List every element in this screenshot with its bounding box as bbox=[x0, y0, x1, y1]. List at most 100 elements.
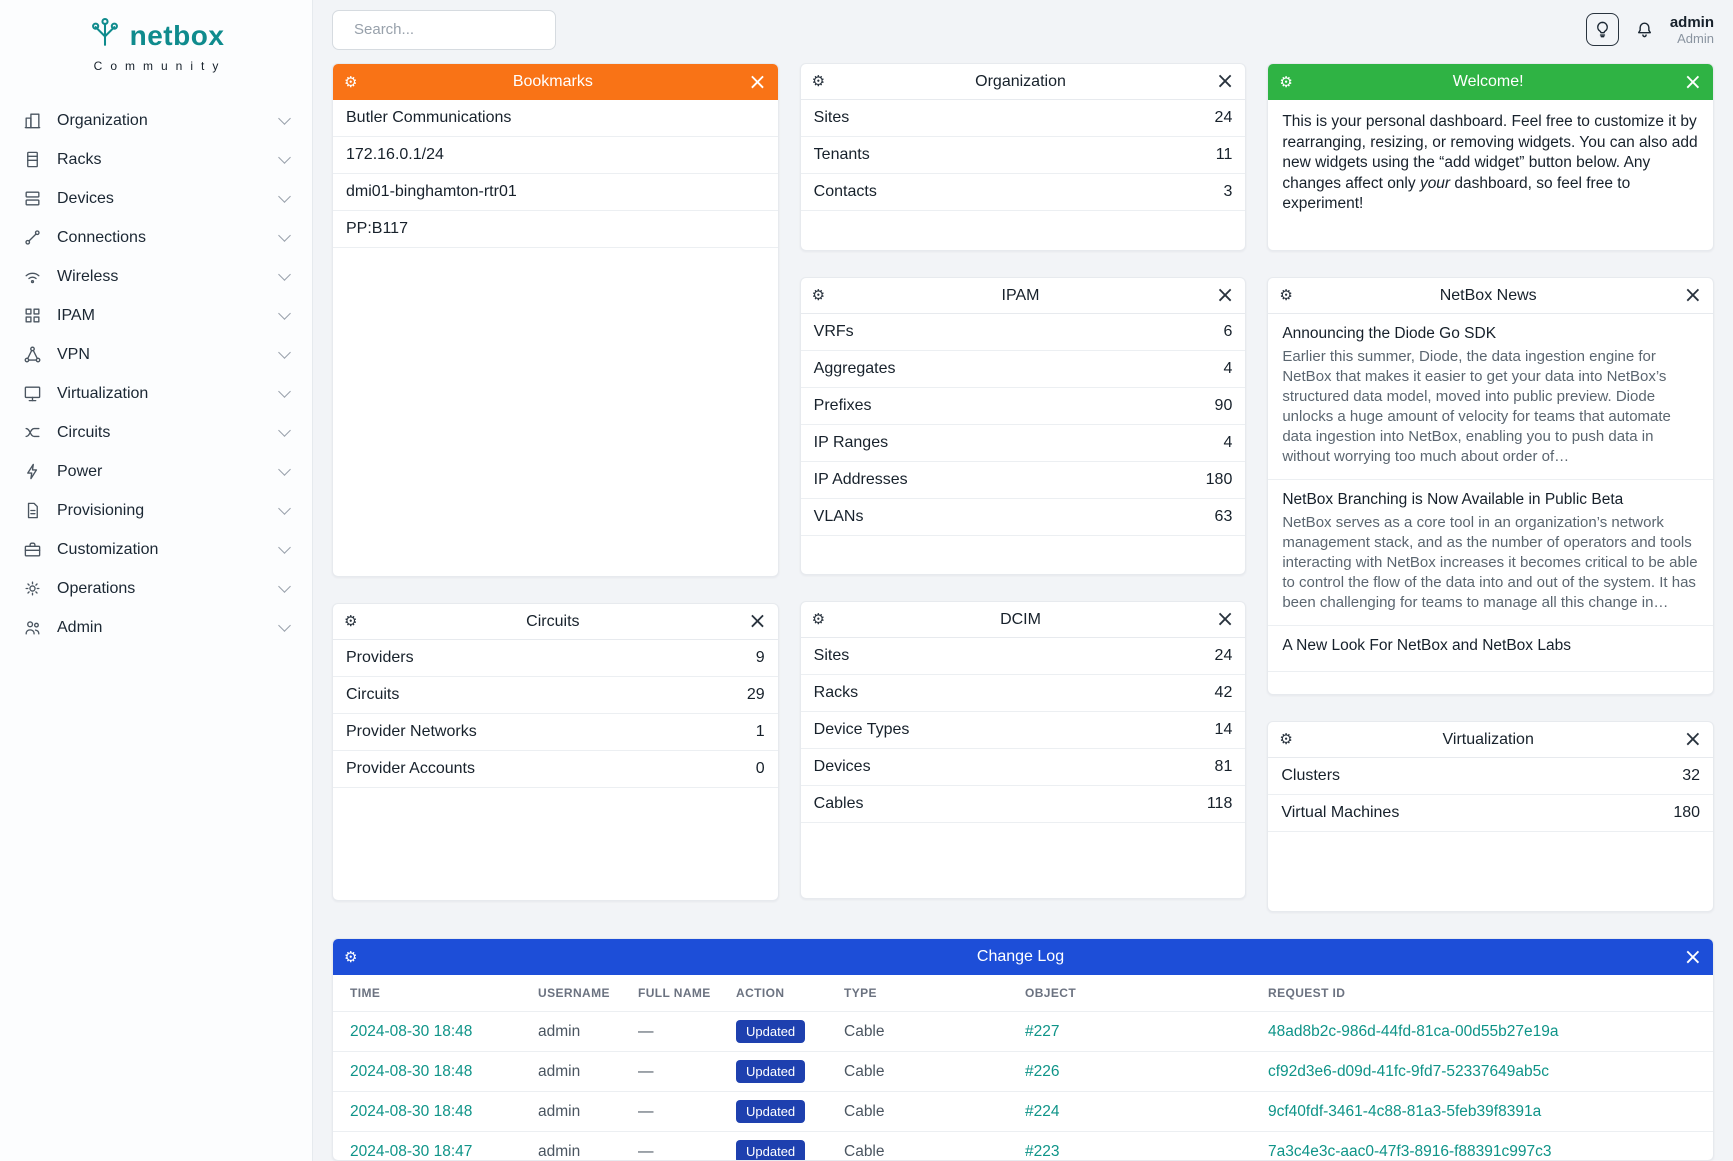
stat-label[interactable]: Prefixes bbox=[813, 397, 872, 415]
widget-close-button[interactable]: × bbox=[1684, 729, 1702, 751]
sidebar-item-organization[interactable]: Organization bbox=[0, 101, 312, 140]
stat-value[interactable]: 63 bbox=[1214, 508, 1233, 526]
bookmark-item[interactable]: dmi01-binghamton-rtr01 bbox=[333, 174, 778, 212]
stat-label[interactable]: Clusters bbox=[1281, 767, 1341, 785]
changelog-object-link[interactable]: #227 bbox=[1025, 1022, 1060, 1040]
changelog-request-id-link[interactable]: 48ad8b2c-986d-44fd-81ca-00d55b27e19a bbox=[1268, 1022, 1559, 1040]
theme-toggle-button[interactable] bbox=[1585, 13, 1619, 47]
stat-value[interactable]: 3 bbox=[1223, 183, 1233, 201]
widget-close-button[interactable]: × bbox=[1216, 609, 1234, 631]
widget-close-button[interactable]: × bbox=[1684, 71, 1702, 93]
sidebar-item-provisioning[interactable]: Provisioning bbox=[0, 491, 312, 530]
stat-label[interactable]: Virtual Machines bbox=[1281, 804, 1400, 822]
news-article-title[interactable]: NetBox Branching is Now Available in Pub… bbox=[1282, 490, 1624, 508]
widget-close-button[interactable]: × bbox=[1684, 285, 1702, 307]
changelog-time-link[interactable]: 2024-08-30 18:48 bbox=[350, 1062, 473, 1080]
widget-config-button[interactable]: ⚙ bbox=[812, 612, 825, 627]
widget-close-button[interactable]: × bbox=[1684, 946, 1702, 968]
widget-config-button[interactable]: ⚙ bbox=[1279, 288, 1292, 303]
stat-value[interactable]: 32 bbox=[1682, 767, 1701, 785]
user-menu[interactable]: admin Admin bbox=[1670, 14, 1714, 46]
stat-label[interactable]: Sites bbox=[813, 109, 850, 127]
sidebar-item-racks[interactable]: Racks bbox=[0, 140, 312, 179]
sidebar-item-customization[interactable]: Customization bbox=[0, 530, 312, 569]
stat-value[interactable]: 14 bbox=[1214, 721, 1233, 739]
widget-close-button[interactable]: × bbox=[748, 71, 766, 93]
sidebar-item-devices[interactable]: Devices bbox=[0, 179, 312, 218]
changelog-request-id-link[interactable]: 9cf40fdf-3461-4c88-81a3-5feb39f8391a bbox=[1268, 1102, 1542, 1120]
widget-close-button[interactable]: × bbox=[748, 611, 766, 633]
sidebar-item-power[interactable]: Power bbox=[0, 452, 312, 491]
changelog-time-link[interactable]: 2024-08-30 18:47 bbox=[350, 1142, 473, 1160]
bookmark-item[interactable]: 172.16.0.1/24 bbox=[333, 137, 778, 175]
bookmark-item[interactable]: PP:B117 bbox=[333, 211, 778, 249]
stat-value[interactable]: 81 bbox=[1214, 758, 1233, 776]
sidebar-item-wireless[interactable]: Wireless bbox=[0, 257, 312, 296]
stat-value[interactable]: 1 bbox=[755, 723, 765, 741]
stat-label[interactable]: Device Types bbox=[813, 721, 910, 739]
sidebar-item-circuits[interactable]: Circuits bbox=[0, 413, 312, 452]
stat-value[interactable]: 24 bbox=[1214, 109, 1233, 127]
sidebar-item-vpn[interactable]: VPN bbox=[0, 335, 312, 374]
search-input[interactable] bbox=[354, 21, 553, 39]
sidebar-item-virtualization[interactable]: Virtualization bbox=[0, 374, 312, 413]
changelog-object-link[interactable]: #226 bbox=[1025, 1062, 1060, 1080]
stat-label[interactable]: IP Ranges bbox=[813, 434, 889, 452]
sidebar-item-ipam[interactable]: IPAM bbox=[0, 296, 312, 335]
stat-label[interactable]: Contacts bbox=[813, 183, 877, 201]
widget-config-button[interactable]: ⚙ bbox=[1279, 732, 1292, 747]
widget-close-button[interactable]: × bbox=[1216, 71, 1234, 93]
widget-config-button[interactable]: ⚙ bbox=[344, 950, 357, 965]
stat-value[interactable]: 4 bbox=[1223, 360, 1233, 378]
stat-value[interactable]: 6 bbox=[1223, 323, 1233, 341]
stat-label[interactable]: Sites bbox=[813, 647, 850, 665]
stat-value[interactable]: 11 bbox=[1215, 146, 1233, 164]
stat-label[interactable]: Provider Accounts bbox=[346, 760, 475, 778]
changelog-time-link[interactable]: 2024-08-30 18:48 bbox=[350, 1022, 473, 1040]
widget-config-button[interactable]: ⚙ bbox=[1279, 75, 1292, 90]
notifications-button[interactable] bbox=[1635, 20, 1654, 39]
news-article-title[interactable]: Announcing the Diode Go SDK bbox=[1282, 325, 1497, 343]
stat-label[interactable]: VLANs bbox=[813, 508, 864, 526]
widget-config-button[interactable]: ⚙ bbox=[812, 74, 825, 89]
bookmark-item[interactable]: Butler Communications bbox=[333, 100, 778, 138]
widget-ipam: ⚙ IPAM × VRFs 6 Aggregates 4 Prefixes 90 IP… bbox=[799, 277, 1247, 576]
chevron-down-icon bbox=[278, 423, 291, 437]
stat-value[interactable]: 9 bbox=[755, 649, 765, 667]
stat-value[interactable]: 29 bbox=[746, 686, 765, 704]
stat-label[interactable]: Cables bbox=[813, 795, 864, 813]
brand[interactable]: netbox Community bbox=[0, 16, 312, 73]
stat-label[interactable]: Circuits bbox=[346, 686, 400, 704]
stat-value[interactable]: 118 bbox=[1206, 795, 1233, 813]
changelog-object-link[interactable]: #224 bbox=[1025, 1102, 1060, 1120]
sidebar-item-admin[interactable]: Admin bbox=[0, 608, 312, 647]
widget-config-button[interactable]: ⚙ bbox=[344, 75, 357, 90]
changelog-request-id-link[interactable]: 7a3c4e3c-aac0-47f3-8916-f88391c997c3 bbox=[1268, 1142, 1552, 1160]
widget-config-button[interactable]: ⚙ bbox=[344, 614, 357, 629]
widget-config-button[interactable]: ⚙ bbox=[812, 288, 825, 303]
stat-label[interactable]: Devices bbox=[813, 758, 871, 776]
changelog-request-id-link[interactable]: cf92d3e6-d09d-41fc-9fd7-52337649ab5c bbox=[1268, 1062, 1549, 1080]
stat-value[interactable]: 180 bbox=[1673, 804, 1701, 822]
stat-label[interactable]: Racks bbox=[813, 684, 859, 702]
changelog-object-link[interactable]: #223 bbox=[1025, 1142, 1060, 1160]
stat-list: Sites 24 Tenants 11 Contacts 3 bbox=[800, 100, 1246, 212]
stat-label[interactable]: Provider Networks bbox=[346, 723, 477, 741]
widget-close-button[interactable]: × bbox=[1216, 285, 1234, 307]
news-article-title[interactable]: A New Look For NetBox and NetBox Labs bbox=[1282, 636, 1571, 654]
stat-label[interactable]: Tenants bbox=[813, 146, 870, 164]
search-box[interactable] bbox=[332, 9, 556, 50]
stat-value[interactable]: 24 bbox=[1214, 647, 1233, 665]
stat-label[interactable]: VRFs bbox=[813, 323, 854, 341]
stat-label[interactable]: IP Addresses bbox=[813, 471, 908, 489]
stat-value[interactable]: 42 bbox=[1214, 684, 1233, 702]
stat-value[interactable]: 4 bbox=[1223, 434, 1233, 452]
stat-value[interactable]: 180 bbox=[1205, 471, 1233, 489]
changelog-time-link[interactable]: 2024-08-30 18:48 bbox=[350, 1102, 473, 1120]
stat-label[interactable]: Providers bbox=[346, 649, 414, 667]
stat-label[interactable]: Aggregates bbox=[813, 360, 896, 378]
stat-value[interactable]: 90 bbox=[1214, 397, 1233, 415]
sidebar-item-operations[interactable]: Operations bbox=[0, 569, 312, 608]
sidebar-item-connections[interactable]: Connections bbox=[0, 218, 312, 257]
stat-value[interactable]: 0 bbox=[755, 760, 765, 778]
